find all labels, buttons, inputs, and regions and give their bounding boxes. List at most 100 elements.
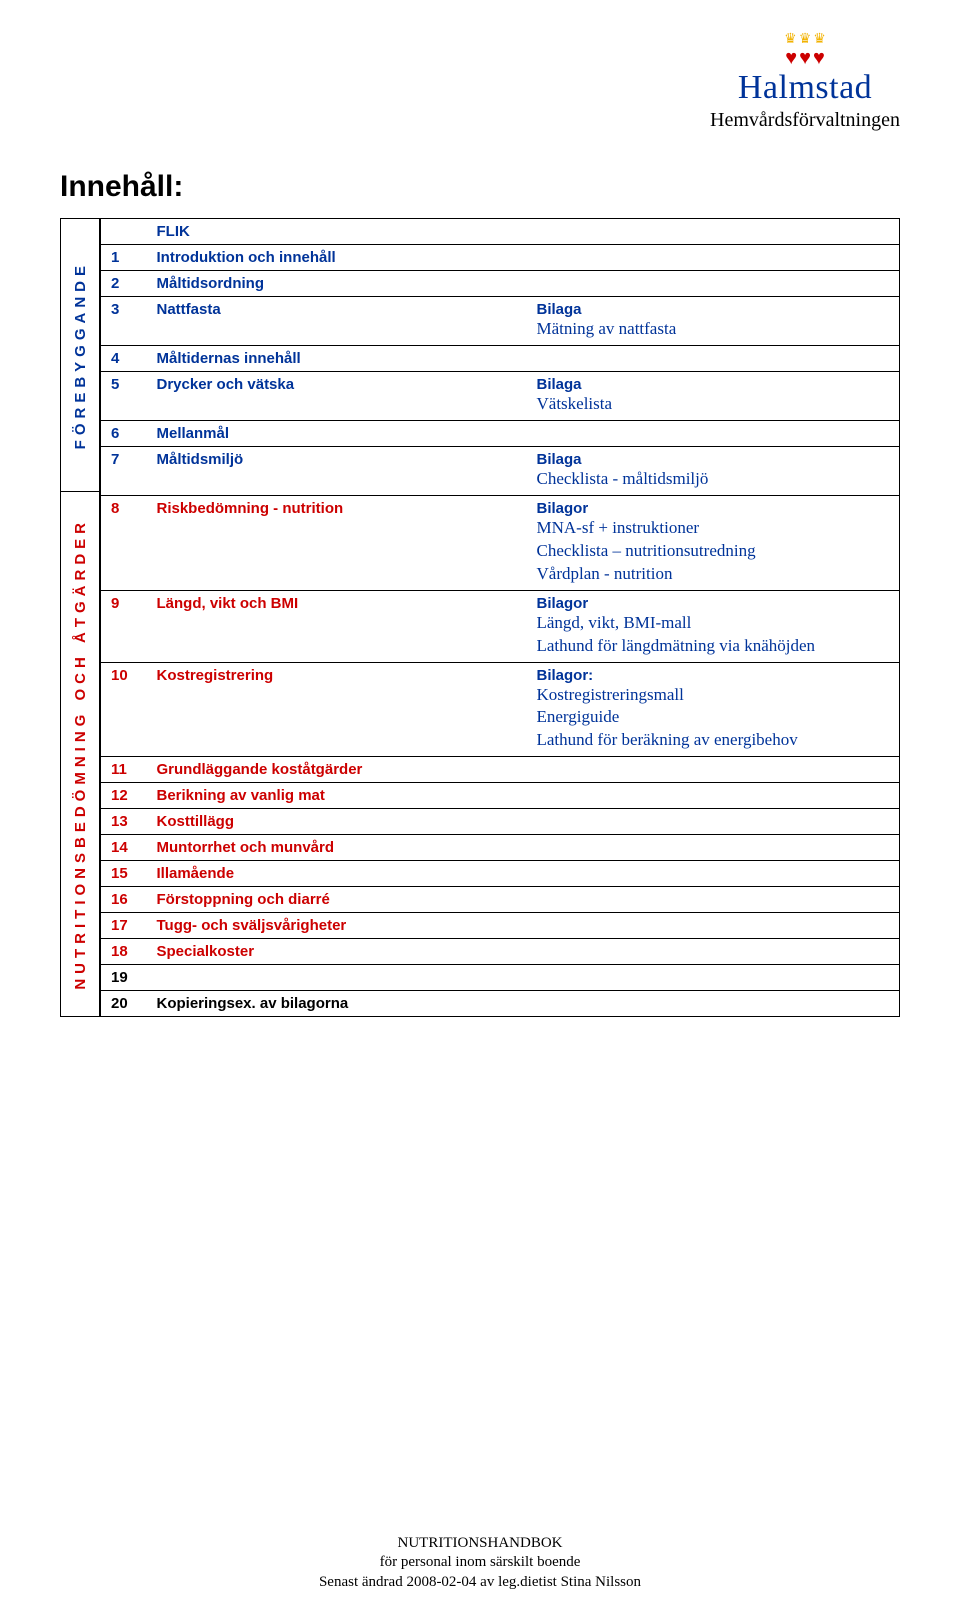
crown-icon: ♛ [813, 30, 826, 47]
row-label: Muntorrhet och munvård [147, 835, 527, 861]
row-label: Riskbedömning - nutrition [147, 495, 527, 590]
row-bilaga [527, 757, 900, 783]
row-number: 7 [101, 446, 147, 495]
row-label: Berikning av vanlig mat [147, 783, 527, 809]
bilaga-line: Lathund för beräkning av energibehov [537, 729, 890, 752]
header-num [101, 219, 147, 245]
table-row: 19 [101, 965, 900, 991]
sidebar-box-top: FÖREBYGGANDE [60, 218, 100, 492]
crown-row: ♛ ♛ ♛ [710, 30, 900, 47]
bilaga-line: Mätning av nattfasta [537, 318, 890, 341]
row-number: 14 [101, 835, 147, 861]
heart-icon: ♥ [799, 49, 811, 67]
row-number: 2 [101, 271, 147, 297]
row-label: Grundläggande koståtgärder [147, 757, 527, 783]
row-label [147, 965, 527, 991]
table-row: 8Riskbedömning - nutrition BilagorMNA-sf … [101, 495, 900, 590]
row-bilaga [527, 939, 900, 965]
heart-icon: ♥ [813, 49, 825, 67]
row-number: 5 [101, 371, 147, 420]
crown-icon: ♛ [799, 30, 812, 47]
table-row: 9Längd, vikt och BMIBilagorLängd, vikt, … [101, 590, 900, 662]
bilaga-heading: Bilaga [537, 376, 890, 393]
bilaga-line: Checklista - måltidsmiljö [537, 468, 890, 491]
table-row: 3NattfastaBilagaMätning av nattfasta [101, 297, 900, 346]
heart-icon: ♥ [785, 49, 797, 67]
row-bilaga: BilagorLängd, vikt, BMI-mallLathund för … [527, 590, 900, 662]
row-number: 17 [101, 913, 147, 939]
row-number: 18 [101, 939, 147, 965]
table-row: 2Måltidsordning [101, 271, 900, 297]
sidebar-column: FÖREBYGGANDE NUTRITIONSBEDÖMNING OCH ÅTG… [60, 218, 100, 1017]
row-bilaga [527, 783, 900, 809]
row-bilaga [527, 809, 900, 835]
footer-line-2: för personal inom särskilt boende [0, 1553, 960, 1573]
row-label: Måltidsmiljö [147, 446, 527, 495]
table-row: 4Måltidernas innehåll [101, 345, 900, 371]
row-bilaga: Bilagor:KostregistreringsmallEnergiguide… [527, 662, 900, 757]
row-label: Nattfasta [147, 297, 527, 346]
table-row: 14Muntorrhet och munvård [101, 835, 900, 861]
sidebar-label-bottom: NUTRITIONSBEDÖMNING OCH ÅTGÄRDER [72, 518, 89, 990]
brand-logo: ♛ ♛ ♛ ♥ ♥ ♥ Halmstad Hemvårdsförvaltning… [710, 30, 900, 132]
row-label: Illamående [147, 861, 527, 887]
row-bilaga [527, 271, 900, 297]
table-row: 6Mellanmål [101, 420, 900, 446]
contents-table: FLIK1Introduktion och innehåll2Måltidsor… [100, 218, 900, 1017]
row-label: Kosttillägg [147, 809, 527, 835]
row-bilaga [527, 861, 900, 887]
row-label: Drycker och vätska [147, 371, 527, 420]
content-wrap: FÖREBYGGANDE NUTRITIONSBEDÖMNING OCH ÅTG… [60, 218, 900, 1017]
sidebar-box-bottom: NUTRITIONSBEDÖMNING OCH ÅTGÄRDER [60, 492, 100, 1017]
row-number: 20 [101, 991, 147, 1017]
table-row: 18Specialkoster [101, 939, 900, 965]
brand-subtitle: Hemvårdsförvaltningen [710, 109, 900, 132]
row-number: 12 [101, 783, 147, 809]
row-bilaga [527, 965, 900, 991]
bilaga-heading: Bilagor [537, 500, 890, 517]
footer-line-3: Senast ändrad 2008-02-04 av leg.dietist … [0, 1573, 960, 1593]
row-number: 4 [101, 345, 147, 371]
row-number: 15 [101, 861, 147, 887]
row-bilaga [527, 913, 900, 939]
footer: NUTRITIONSHANDBOK för personal inom särs… [0, 1534, 960, 1593]
row-number: 8 [101, 495, 147, 590]
row-number: 1 [101, 245, 147, 271]
bilaga-heading: Bilagor [537, 595, 890, 612]
row-bilaga: BilagaMätning av nattfasta [527, 297, 900, 346]
row-label: Kopieringsex. av bilagorna [147, 991, 527, 1017]
row-number: 11 [101, 757, 147, 783]
table-row: 7MåltidsmiljöBilagaChecklista - måltidsm… [101, 446, 900, 495]
row-bilaga: BilagaVätskelista [527, 371, 900, 420]
bilaga-line: MNA-sf + instruktioner [537, 517, 890, 540]
row-label: Mellanmål [147, 420, 527, 446]
row-bilaga [527, 420, 900, 446]
bilaga-heading: Bilaga [537, 451, 890, 468]
row-label: Måltidernas innehåll [147, 345, 527, 371]
row-label: Längd, vikt och BMI [147, 590, 527, 662]
table-row: 11Grundläggande koståtgärder [101, 757, 900, 783]
crown-icon: ♛ [784, 30, 797, 47]
bilaga-line: Kostregistreringsmall [537, 684, 890, 707]
heart-row: ♥ ♥ ♥ [710, 49, 900, 67]
row-bilaga [527, 245, 900, 271]
table-row: 13Kosttillägg [101, 809, 900, 835]
table-row: 5Drycker och vätskaBilagaVätskelista [101, 371, 900, 420]
row-bilaga: BilagaChecklista - måltidsmiljö [527, 446, 900, 495]
row-label: Måltidsordning [147, 271, 527, 297]
table-row: 20Kopieringsex. av bilagorna [101, 991, 900, 1017]
row-number: 9 [101, 590, 147, 662]
table-row: 17Tugg- och sväljsvårigheter [101, 913, 900, 939]
bilaga-heading: Bilaga [537, 301, 890, 318]
row-label: Kostregistrering [147, 662, 527, 757]
row-number: 19 [101, 965, 147, 991]
row-number: 6 [101, 420, 147, 446]
table-header-row: FLIK [101, 219, 900, 245]
row-number: 3 [101, 297, 147, 346]
bilaga-line: Vätskelista [537, 393, 890, 416]
bilaga-heading: Bilagor: [537, 667, 890, 684]
row-label: Förstoppning och diarré [147, 887, 527, 913]
row-label: Specialkoster [147, 939, 527, 965]
bilaga-line: Checklista – nutritionsutredning [537, 540, 890, 563]
row-number: 13 [101, 809, 147, 835]
